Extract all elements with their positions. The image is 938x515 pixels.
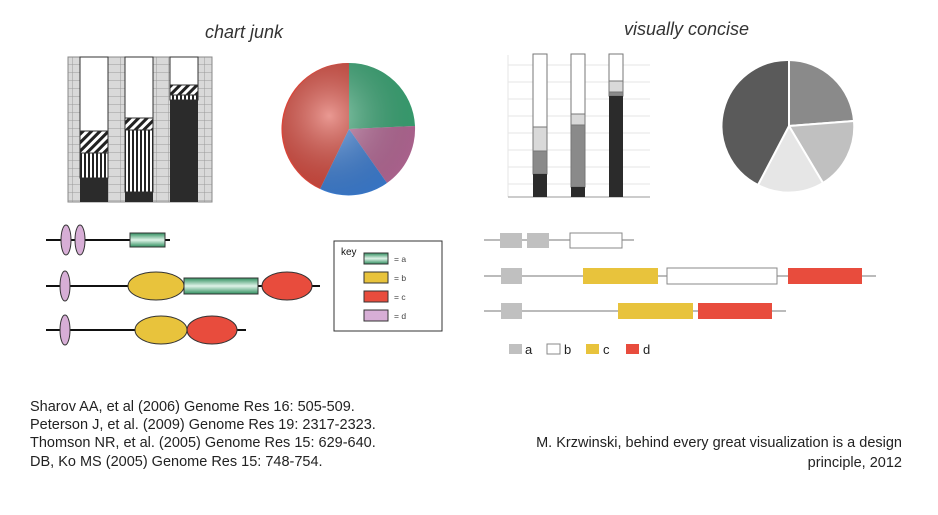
junk-gene-track-3 [46,314,246,346]
legend-swatch-b [546,343,561,355]
key-swatch-d [363,309,389,322]
junk-bar-1 [79,56,109,202]
concise-pie-chart [720,58,856,194]
concise-bar-2 [570,53,586,197]
junk-gene-track-2 [46,270,320,302]
key-label-b: = b [394,273,406,283]
concise-pie-slice-b [787,119,856,185]
junk-pie-chart [281,62,416,196]
key-label-a: = a [394,254,406,264]
junk-bar-2 [124,56,154,202]
junk-key-box: key = a = b = c = d [333,240,443,332]
reference-sharov: Sharov AA, et al (2006) Genome Res 16: 5… [30,399,355,415]
legend-swatch-d [626,344,639,354]
concise-bar-3 [608,53,624,197]
reference-ko: DB, Ko MS (2005) Genome Res 15: 748-754. [30,454,323,470]
legend-label-b: b [564,342,571,357]
concise-pie-slice-d [720,58,790,187]
junk-gene-track-1 [46,224,170,256]
reference-peterson: Peterson J, et al. (2009) Genome Res 19:… [30,417,376,433]
key-swatch-b [363,271,389,284]
legend-label-c: c [603,342,610,357]
concise-gene-track-2 [484,267,876,285]
credit-line-1: M. Krzwinski, behind every great visuali… [536,435,902,451]
junk-bar-chart [67,56,213,203]
key-label-c: = c [394,292,406,302]
concise-bar-1 [532,53,548,197]
concise-pie-slice-c [756,123,825,194]
reference-thomson: Thomson NR, et al. (2005) Genome Res 15:… [30,435,376,451]
concise-gene-track-1 [484,232,634,249]
left-panel-title: chart junk [205,22,284,42]
key-heading: key [341,247,357,258]
concise-pie-slice-a [788,58,856,128]
concise-legend: a b c d [509,342,650,357]
concise-gene-track-3 [484,303,786,319]
key-swatch-a [363,252,389,265]
key-label-d: = d [394,311,406,321]
credit-line-2: principle, 2012 [807,455,902,471]
junk-pie-shading [283,63,415,195]
legend-swatch-a [509,344,522,354]
key-swatch-c [363,290,389,303]
concise-bar-chart [507,53,650,198]
junk-bar-3 [169,56,199,202]
right-panel-title: visually concise [624,19,750,39]
legend-swatch-c [586,344,599,354]
legend-label-d: d [643,342,650,357]
legend-label-a: a [525,342,533,357]
